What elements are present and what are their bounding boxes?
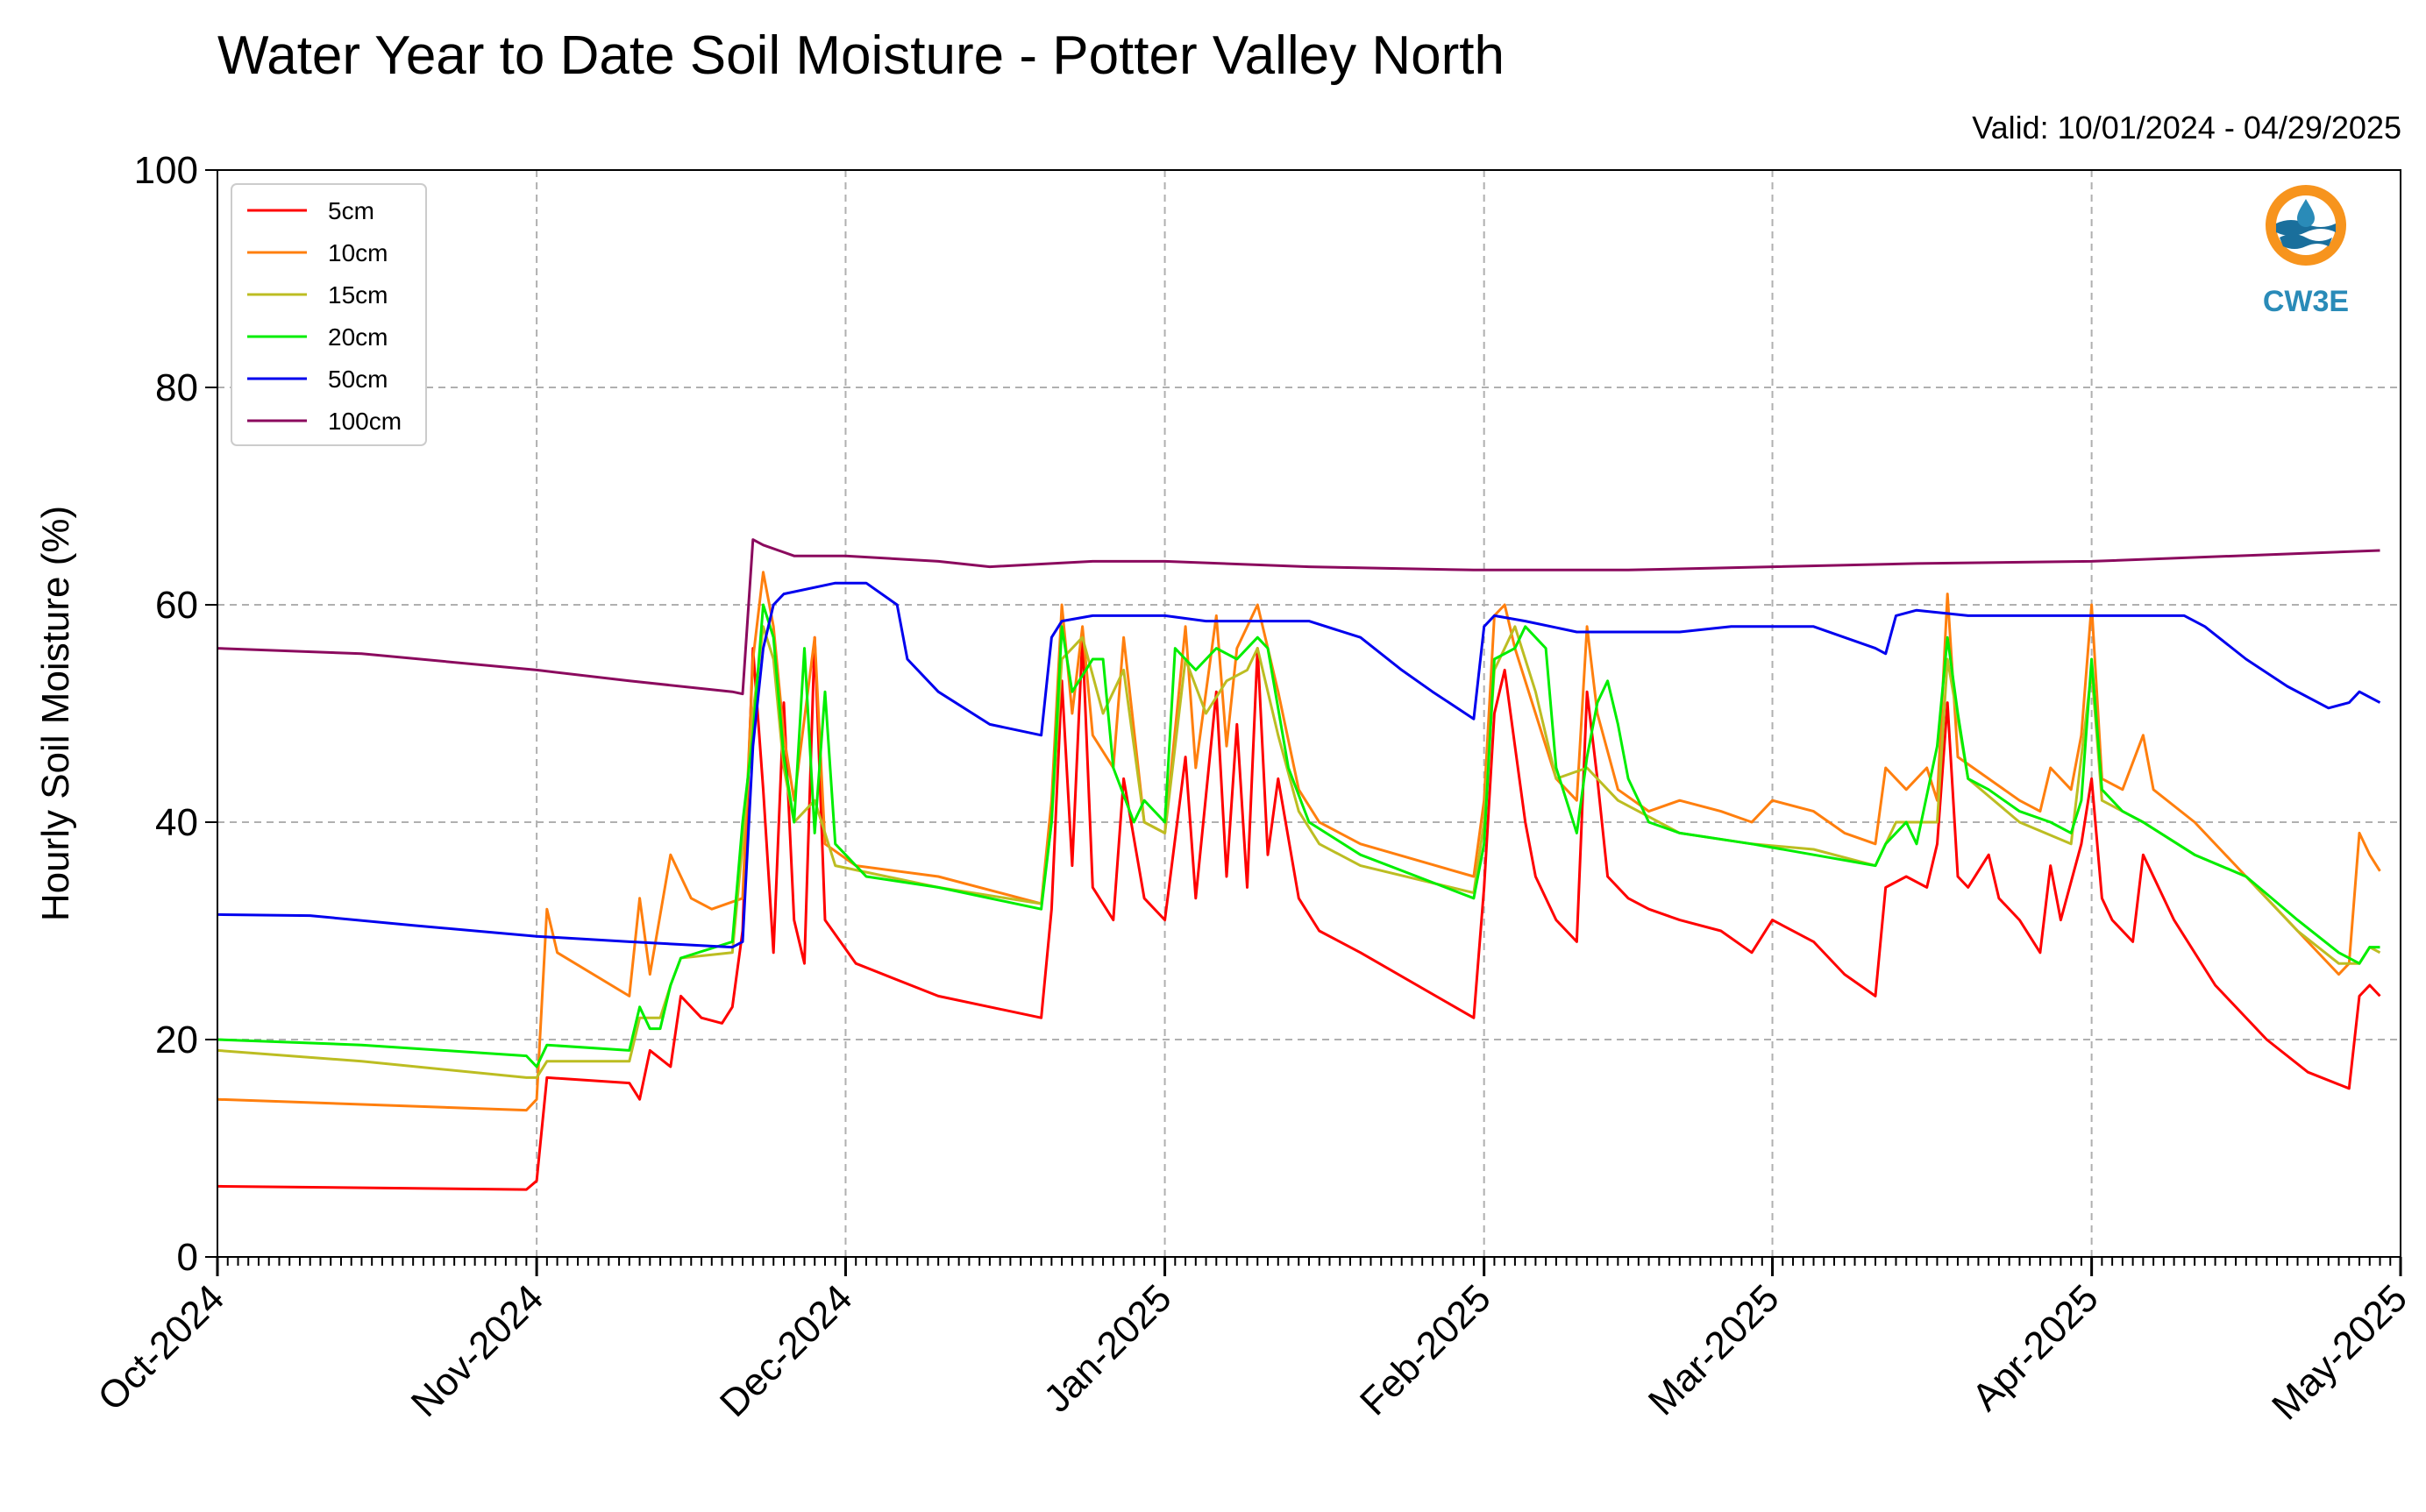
- legend-label-15cm: 15cm: [328, 281, 388, 309]
- grid-layer: [217, 170, 2401, 1257]
- logo-text: CW3E: [2263, 285, 2349, 318]
- x-tick-label: Dec-2024: [712, 1276, 861, 1425]
- chart-subtitle: Valid: 10/01/2024 - 04/29/2025: [1972, 110, 2401, 146]
- y-tick-label: 100: [134, 149, 198, 192]
- legend-label-5cm: 5cm: [328, 197, 374, 224]
- logo-waves-2: [2280, 234, 2332, 249]
- y-tick-label: 60: [155, 584, 198, 627]
- logo-waves: [2276, 220, 2336, 236]
- legend-label-10cm: 10cm: [328, 239, 388, 266]
- logo-drop-icon: [2297, 199, 2315, 227]
- x-tick-label: Mar-2025: [1640, 1276, 1788, 1423]
- x-tick-label: May-2025: [2264, 1276, 2415, 1428]
- x-tick-label: Jan-2025: [1035, 1276, 1179, 1420]
- legend-label-20cm: 20cm: [328, 323, 388, 351]
- legend: 5cm 10cm 15cm 20cm 50cm 100cm: [231, 183, 427, 446]
- series-line-100cm: [217, 538, 2380, 696]
- y-tick-label: 80: [155, 366, 198, 409]
- y-tick-label: 0: [177, 1236, 198, 1279]
- series-line-50cm: [217, 581, 2381, 949]
- x-tick-label: Apr-2025: [1964, 1276, 2107, 1419]
- chart-title: Water Year to Date Soil Moisture - Potte…: [217, 25, 1505, 86]
- series-line-10cm: [217, 571, 2381, 1112]
- y-axis-label: Hourly Soil Moisture (%): [34, 506, 77, 921]
- y-tick-label: 20: [155, 1019, 198, 1061]
- cw3e-logo: CW3E: [2263, 185, 2349, 318]
- x-tick-label: Oct-2024: [89, 1276, 232, 1419]
- series-line-5cm: [217, 635, 2381, 1191]
- legend-label-50cm: 50cm: [328, 366, 388, 393]
- x-tick-label: Nov-2024: [403, 1276, 552, 1425]
- y-tick-label: 40: [155, 801, 198, 844]
- series-line-20cm: [217, 603, 2380, 1068]
- x-tick-label: Feb-2025: [1352, 1276, 1499, 1423]
- legend-label-100cm: 100cm: [328, 408, 402, 435]
- series-line-15cm: [217, 625, 2381, 1079]
- series-layer: [217, 538, 2381, 1191]
